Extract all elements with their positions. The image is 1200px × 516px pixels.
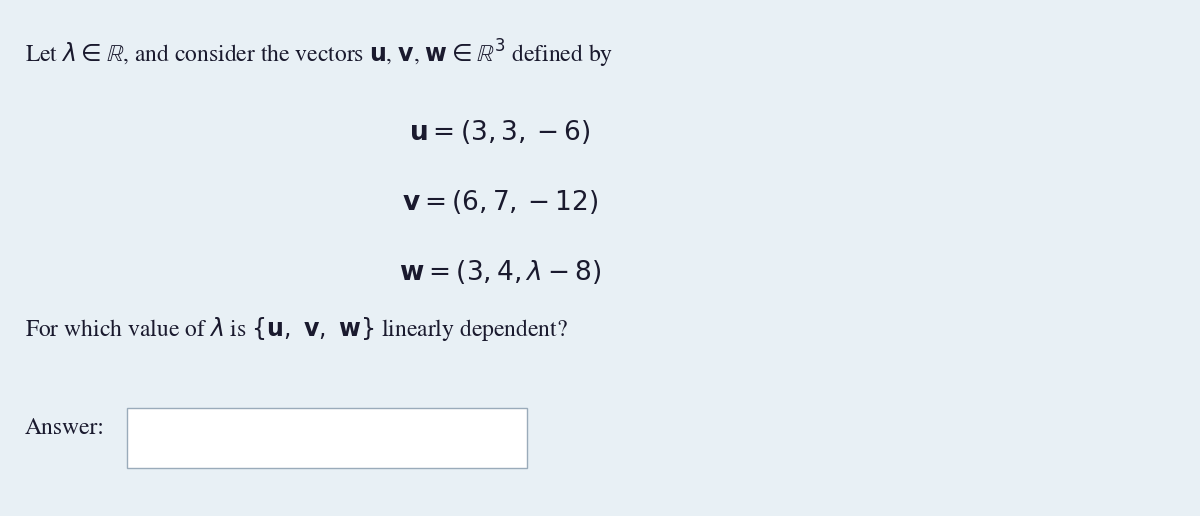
- Text: Answer:: Answer:: [25, 417, 104, 439]
- Text: For which value of $\lambda$ is $\{\mathbf{u},\ \mathbf{v},\ \mathbf{w}\}$ linea: For which value of $\lambda$ is $\{\math…: [25, 315, 568, 343]
- Text: Let $\lambda \in \mathbb{R}$, and consider the vectors $\mathbf{u}$, $\mathbf{v}: Let $\lambda \in \mathbb{R}$, and consid…: [25, 38, 613, 70]
- Text: $\mathbf{u} = (3, 3, -6)$: $\mathbf{u} = (3, 3, -6)$: [409, 118, 590, 146]
- Text: $\mathbf{w} = (3, 4, \lambda - 8)$: $\mathbf{w} = (3, 4, \lambda - 8)$: [398, 258, 601, 286]
- Text: $\mathbf{v} = (6, 7, -12)$: $\mathbf{v} = (6, 7, -12)$: [402, 188, 599, 216]
